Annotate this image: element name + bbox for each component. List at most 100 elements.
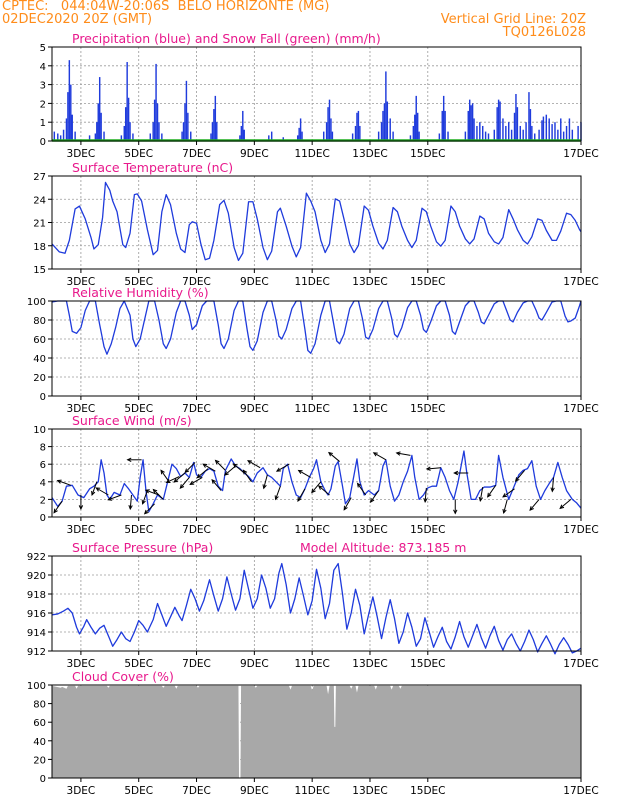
wind-arrow: [91, 481, 98, 497]
y-tick-label: 27: [33, 172, 46, 183]
wind-arrow-head: [502, 493, 508, 498]
wind-arrow-head: [232, 463, 238, 468]
precip-bar: [152, 122, 154, 141]
wind-arrow-shaft: [57, 480, 71, 486]
y-tick-label: 40: [33, 737, 46, 748]
y-tick-label: 80: [33, 700, 46, 711]
x-tick-label: 17DEC: [563, 658, 598, 670]
x-tick-label: 9DEC: [240, 785, 269, 797]
header-station: CPTEC: 044:04W-20:06S BELO HORIZONTE (MG…: [2, 0, 330, 14]
precip-bar: [541, 120, 543, 141]
wind-arrow-shaft: [515, 470, 526, 482]
precip-bar: [156, 103, 159, 141]
precip-bar: [551, 124, 553, 141]
y-tick-label: 80: [33, 316, 46, 327]
precip-bar: [515, 94, 517, 141]
y-tick-label: 918: [27, 590, 46, 601]
wind-arrow: [128, 494, 133, 511]
wind-arrow-head: [247, 460, 253, 465]
wind-arrow-shaft: [311, 481, 322, 493]
cloud-cover-area: [52, 685, 581, 778]
precip-bar: [386, 101, 389, 141]
wind-arrow-head: [214, 459, 220, 465]
wind-arrow: [343, 497, 352, 511]
wind-arrow-shaft: [276, 463, 290, 472]
y-tick-label: 100: [27, 297, 46, 308]
wind-arrow: [196, 468, 209, 479]
wind-arrow-shaft: [298, 469, 311, 478]
precip-bar: [513, 112, 516, 141]
precip-bar: [327, 107, 329, 141]
x-tick-label: 3DEC: [67, 658, 96, 670]
series-line: [51, 562, 582, 655]
precip-bar: [153, 99, 156, 141]
precip-bar: [565, 125, 568, 141]
y-tick-label: 2: [40, 99, 46, 110]
precip-bar: [418, 131, 420, 141]
wind-arrow-shaft: [173, 472, 186, 483]
wind-arrow-shaft: [53, 500, 63, 513]
precip-bar: [239, 135, 241, 141]
y-tick-label: 0: [40, 392, 46, 403]
wind-arrow: [275, 463, 290, 472]
wind-arrow: [141, 490, 148, 505]
precip-bar: [155, 63, 157, 141]
y-tick-label: 8: [40, 443, 46, 454]
precip-bar: [577, 125, 579, 141]
wind-arrow-head: [297, 469, 303, 474]
wind-arrow: [179, 477, 190, 490]
precip-bar: [438, 133, 441, 141]
wind-arrow: [173, 472, 186, 483]
wind-arrow-head: [91, 490, 96, 497]
panel-title: Precipitation (blue) and Snow Fall (gree…: [72, 31, 381, 46]
precip-bar: [301, 131, 303, 141]
wind-arrow: [423, 487, 428, 504]
precip-bar: [447, 131, 449, 141]
precip-bar: [505, 125, 507, 141]
precip-bar: [409, 135, 412, 141]
precip-bar: [467, 110, 469, 141]
precip-bar: [468, 99, 471, 141]
wind-arrow-head: [317, 485, 323, 490]
precip-bar: [132, 133, 134, 141]
y-tick-label: 6: [40, 460, 46, 471]
panel-title: Cloud Cover (%): [72, 669, 174, 684]
precip-bar: [325, 122, 328, 141]
wind-arrow-shaft: [318, 485, 330, 496]
y-tick-label: 922: [27, 552, 46, 563]
precip-bar: [74, 131, 76, 141]
precip-bar: [516, 107, 519, 141]
panel-1: [48, 46, 582, 145]
precip-bar: [383, 103, 386, 141]
precip-bar: [377, 131, 380, 141]
precip-bar: [476, 125, 478, 141]
header-run-time: 02DEC2020 20Z (GMT): [2, 12, 153, 27]
wind-arrow-head: [487, 492, 492, 498]
wind-arrow: [107, 494, 122, 501]
wind-arrow: [453, 499, 458, 515]
x-tick-label: 17DEC: [563, 785, 598, 797]
precip-bar: [282, 137, 284, 141]
x-tick-label: 15DEC: [410, 785, 445, 797]
y-tick-label: 21: [33, 219, 46, 230]
precip-bar: [382, 110, 384, 141]
wind-arrow: [232, 463, 245, 474]
precip-bar: [331, 131, 334, 141]
panel-frame: [51, 300, 582, 397]
wind-arrow-head: [173, 478, 179, 483]
precip-bar: [471, 103, 474, 141]
wind-arrow-head: [311, 488, 316, 494]
y-tick-label: 20: [33, 755, 46, 766]
wind-arrow-head: [126, 457, 132, 462]
precip-bar: [214, 95, 217, 141]
wind-arrow-head: [478, 496, 484, 502]
precip-bar: [548, 118, 550, 141]
precip-bar: [497, 99, 500, 141]
precip-bar: [94, 133, 97, 141]
wind-arrow-head: [56, 479, 62, 484]
wind-arrow-shaft: [179, 477, 190, 489]
wind-arrow-shaft: [503, 499, 508, 514]
precip-bar: [127, 97, 130, 141]
x-tick-label: 11DEC: [294, 524, 329, 536]
wind-arrow-shaft: [247, 460, 261, 469]
